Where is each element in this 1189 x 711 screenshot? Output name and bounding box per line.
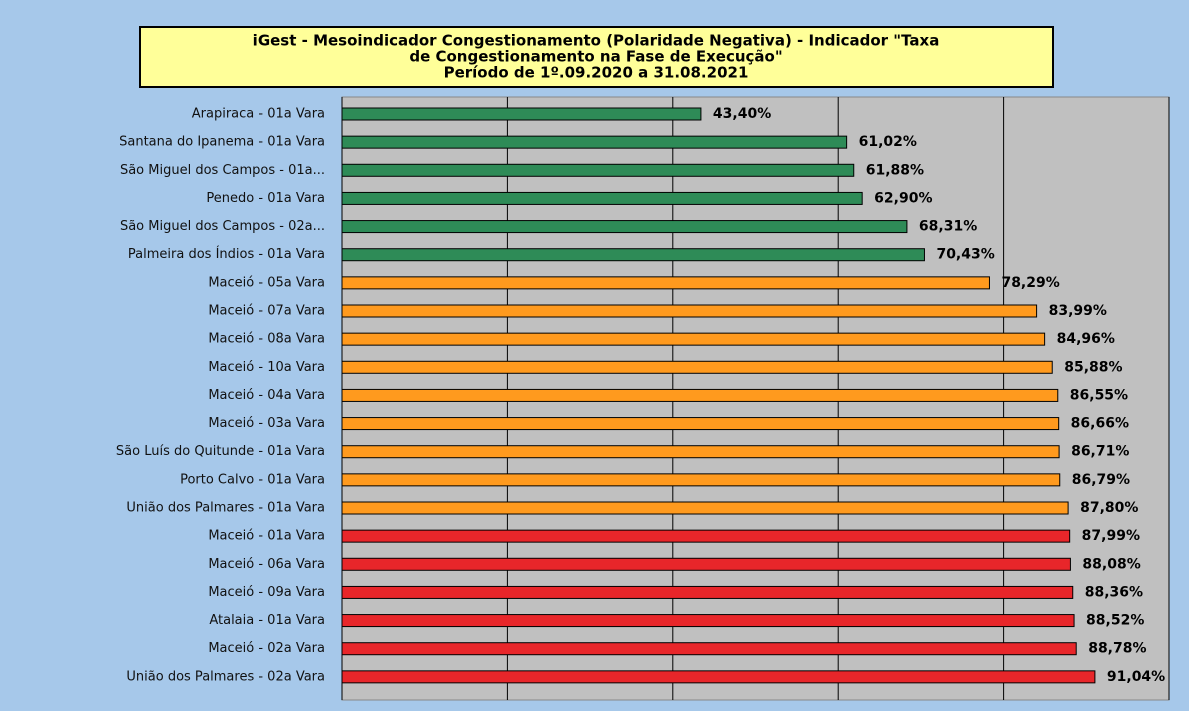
y-tick-label: Maceió - 02a Vara <box>208 641 325 656</box>
y-tick-label: Maceió - 08a Vara <box>208 332 325 347</box>
bar <box>341 642 1077 656</box>
y-tick-label: Palmeira dos Índios - 01a Vara <box>128 246 325 262</box>
bar <box>341 501 1069 515</box>
bar <box>341 445 1060 459</box>
data-label: 61,02% <box>859 134 917 150</box>
y-tick-label: Maceió - 07a Vara <box>208 304 325 319</box>
bar <box>341 332 1046 346</box>
y-tick-label: Maceió - 05a Vara <box>208 275 325 290</box>
y-tick-label: Maceió - 01a Vara <box>208 529 325 544</box>
bar <box>341 248 925 262</box>
y-tick-label: São Luís do Quitunde - 01a Vara <box>116 444 325 459</box>
bar <box>341 220 908 234</box>
y-tick-label: São Miguel dos Campos - 01a... <box>120 163 325 178</box>
y-tick-label: União dos Palmares - 01a Vara <box>126 501 325 516</box>
data-label: 84,96% <box>1057 331 1115 347</box>
bar <box>341 135 848 149</box>
data-label: 62,90% <box>874 190 932 206</box>
data-label: 86,55% <box>1070 387 1128 403</box>
data-label: 85,88% <box>1064 359 1122 375</box>
chart-title: iGest - Mesoindicador Congestionamento (… <box>253 32 940 50</box>
bar <box>341 529 1071 543</box>
bar <box>341 163 855 177</box>
y-tick-label: Maceió - 09a Vara <box>208 585 325 600</box>
bar <box>341 304 1038 318</box>
chart-title: de Congestionamento na Fase de Execução" <box>409 48 782 66</box>
y-tick-label: Penedo - 01a Vara <box>206 191 325 206</box>
data-label: 61,88% <box>866 162 924 178</box>
bar <box>341 417 1060 431</box>
data-label: 43,40% <box>713 106 771 122</box>
data-label: 87,99% <box>1082 528 1140 544</box>
bar <box>341 191 863 205</box>
bar <box>341 276 990 290</box>
data-label: 88,52% <box>1086 613 1144 629</box>
data-label: 68,31% <box>919 219 977 235</box>
data-label: 86,66% <box>1071 416 1129 432</box>
data-label: 78,29% <box>1001 275 1059 291</box>
bar <box>341 107 702 121</box>
y-tick-label: Maceió - 03a Vara <box>208 416 325 431</box>
y-tick-label: Porto Calvo - 01a Vara <box>180 472 325 487</box>
data-label: 86,71% <box>1071 444 1129 460</box>
bar <box>341 614 1075 628</box>
data-label: 87,80% <box>1080 500 1138 516</box>
bar <box>341 360 1053 374</box>
data-label: 88,08% <box>1082 556 1140 572</box>
y-tick-label: Maceió - 04a Vara <box>208 388 325 403</box>
y-tick-label: Maceió - 10a Vara <box>208 360 325 375</box>
data-label: 70,43% <box>936 247 994 263</box>
data-label: 88,36% <box>1085 584 1143 600</box>
data-label: 86,79% <box>1072 472 1130 488</box>
bar <box>341 388 1059 402</box>
bar <box>341 585 1074 599</box>
y-tick-label: Arapiraca - 01a Vara <box>192 107 325 122</box>
y-tick-label: Santana do Ipanema - 01a Vara <box>119 135 325 150</box>
title-box <box>139 26 1054 88</box>
data-label: 88,78% <box>1088 641 1146 657</box>
y-tick-label: Atalaia - 01a Vara <box>209 613 325 628</box>
y-tick-label: São Miguel dos Campos - 02a... <box>120 219 325 234</box>
data-label: 83,99% <box>1049 303 1107 319</box>
data-label: 91,04% <box>1107 669 1165 685</box>
y-tick-label: União dos Palmares - 02a Vara <box>126 669 325 684</box>
bar <box>341 670 1096 684</box>
bar <box>341 473 1061 487</box>
bar <box>341 557 1071 571</box>
y-tick-label: Maceió - 06a Vara <box>208 557 325 572</box>
chart-title: Período de 1º.09.2020 a 31.08.2021 <box>444 64 749 82</box>
